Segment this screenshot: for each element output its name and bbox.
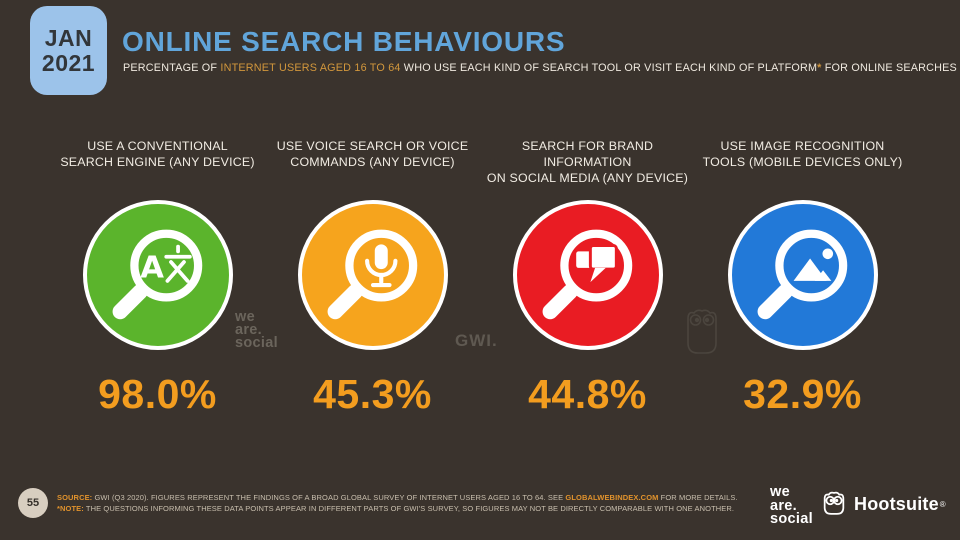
subtitle-mid: WHO USE EACH KIND OF SEARCH TOOL OR VISI… — [400, 62, 818, 74]
we-are-social-logo: we are. social — [770, 484, 813, 527]
date-year: 2021 — [41, 49, 96, 76]
voice-search-icon — [327, 229, 417, 320]
page-number-badge: 55 — [18, 488, 48, 518]
stat-circle-blue — [727, 200, 878, 350]
note-line: *NOTE: THE QUESTIONS INFORMING THESE DAT… — [57, 504, 735, 513]
stat-label: USE IMAGE RECOGNITION TOOLS (MOBILE DEVI… — [702, 139, 903, 169]
source-label: SOURCE: — [57, 493, 93, 502]
note-label: *NOTE: — [57, 504, 84, 513]
hootsuite-owl-watermark-icon — [687, 309, 717, 354]
source-note: SOURCE: GWI (Q3 2020). FIGURES REPRESENT… — [57, 492, 738, 514]
hootsuite-name: Hootsuite — [854, 493, 939, 514]
hootsuite-owl-icon — [823, 491, 845, 515]
stat-image-recognition: USE IMAGE RECOGNITION TOOLS (MOBILE DEVI… — [695, 138, 910, 418]
we-are-social-watermark: we are. social — [235, 309, 278, 351]
globalwebindex-link[interactable]: GLOBALWEBINDEX.COM — [565, 493, 659, 502]
stat-circle-red — [512, 200, 663, 350]
subtitle-prefix: PERCENTAGE OF — [123, 62, 221, 74]
gwi-watermark: GWI. — [455, 331, 498, 350]
page-subtitle: PERCENTAGE OF INTERNET USERS AGED 16 TO … — [123, 62, 957, 74]
stat-label: SEARCH FOR BRAND INFORMATION ON SOCIAL M… — [486, 139, 689, 185]
stat-value: 45.3% — [313, 371, 432, 417]
stat-value: 98.0% — [98, 371, 217, 417]
stat-conventional-search: USE A CONVENTIONAL SEARCH ENGINE (ANY DE… — [50, 138, 265, 418]
stat-circle-orange — [297, 200, 448, 350]
subtitle-highlight: INTERNET USERS AGED 16 TO 64 — [220, 62, 401, 74]
registered-mark: ® — [939, 499, 946, 509]
hootsuite-logo: Hootsuite ® — [820, 490, 946, 518]
stat-value: 32.9% — [743, 371, 862, 417]
date-badge: JAN 2021 — [30, 6, 107, 95]
date-month: JAN — [44, 24, 93, 51]
stat-label: USE VOICE SEARCH OR VOICE COMMANDS (ANY … — [276, 139, 469, 169]
stats-row: USE A CONVENTIONAL SEARCH ENGINE (ANY DE… — [50, 138, 910, 418]
image-search-icon — [757, 229, 847, 320]
subtitle-suffix: FOR ONLINE SEARCHES — [821, 62, 957, 74]
stat-voice-search: USE VOICE SEARCH OR VOICE COMMANDS (ANY … — [265, 138, 480, 418]
translate-search-icon: A — [112, 229, 202, 320]
stat-label: USE A CONVENTIONAL SEARCH ENGINE (ANY DE… — [60, 139, 255, 169]
source-line: SOURCE: GWI (Q3 2020). FIGURES REPRESENT… — [57, 493, 738, 502]
stat-value: 44.8% — [528, 371, 647, 417]
subtitle-asterisk: * — [817, 62, 822, 74]
svg-text:A: A — [140, 250, 164, 285]
stat-brand-social-search: SEARCH FOR BRAND INFORMATION ON SOCIAL M… — [480, 138, 695, 418]
social-search-icon — [542, 229, 632, 320]
stat-circle-green: A — [82, 200, 233, 350]
page-title: ONLINE SEARCH BEHAVIOURS — [122, 26, 566, 57]
